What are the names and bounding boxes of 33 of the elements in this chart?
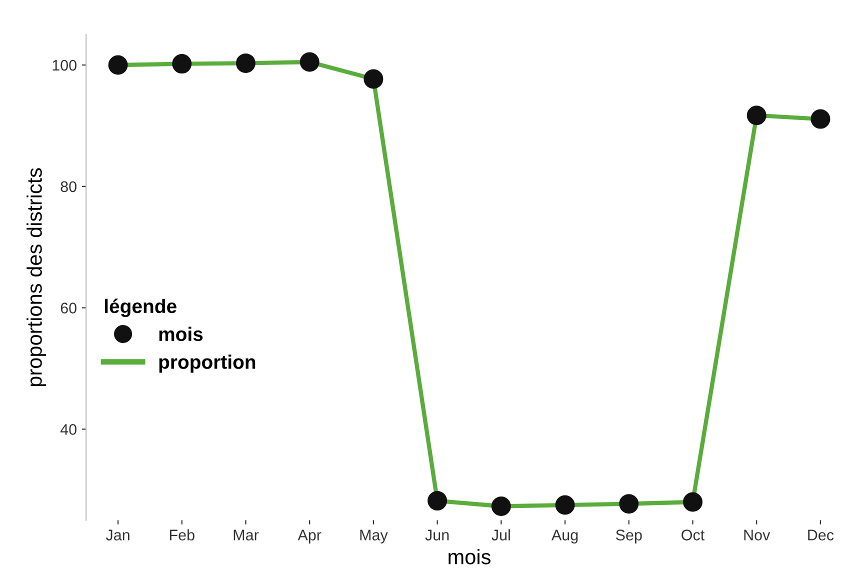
legend-label: proportion [159, 354, 256, 373]
y-tick-label: 100 [52, 60, 76, 71]
x-tick-label: Jun [425, 530, 449, 540]
y-axis-title: proportions des districts [26, 168, 46, 386]
point [236, 53, 256, 73]
y-tick-label: 80 [60, 181, 76, 192]
x-tick-label: Mar [234, 530, 259, 540]
x-tick-label: Sep [616, 530, 642, 544]
point [555, 495, 575, 515]
point [364, 69, 384, 89]
x-tick-label: Feb [170, 529, 194, 540]
point [172, 54, 192, 74]
legend-label: mois [159, 326, 203, 342]
y-tick-label: 40 [60, 424, 76, 435]
x-axis-title: mois [448, 549, 490, 564]
point [619, 494, 639, 514]
x-tick-label: Dec [808, 530, 834, 540]
point [428, 491, 448, 511]
point [108, 55, 128, 75]
point [491, 496, 511, 516]
point [810, 109, 830, 129]
point [746, 106, 766, 126]
point [682, 492, 702, 512]
x-tick-label: Aug [551, 530, 578, 544]
point [300, 52, 320, 72]
x-tick-label: Jul [492, 529, 510, 540]
x-tick-label: Oct [682, 530, 705, 540]
x-tick-label: Apr [298, 530, 322, 544]
x-tick-label: Nov [744, 530, 770, 540]
x-tick-label: Jan [106, 530, 130, 540]
y-tick-label: 60 [60, 302, 76, 314]
legend-title: légende [104, 298, 176, 318]
x-tick-label: May [360, 530, 388, 544]
